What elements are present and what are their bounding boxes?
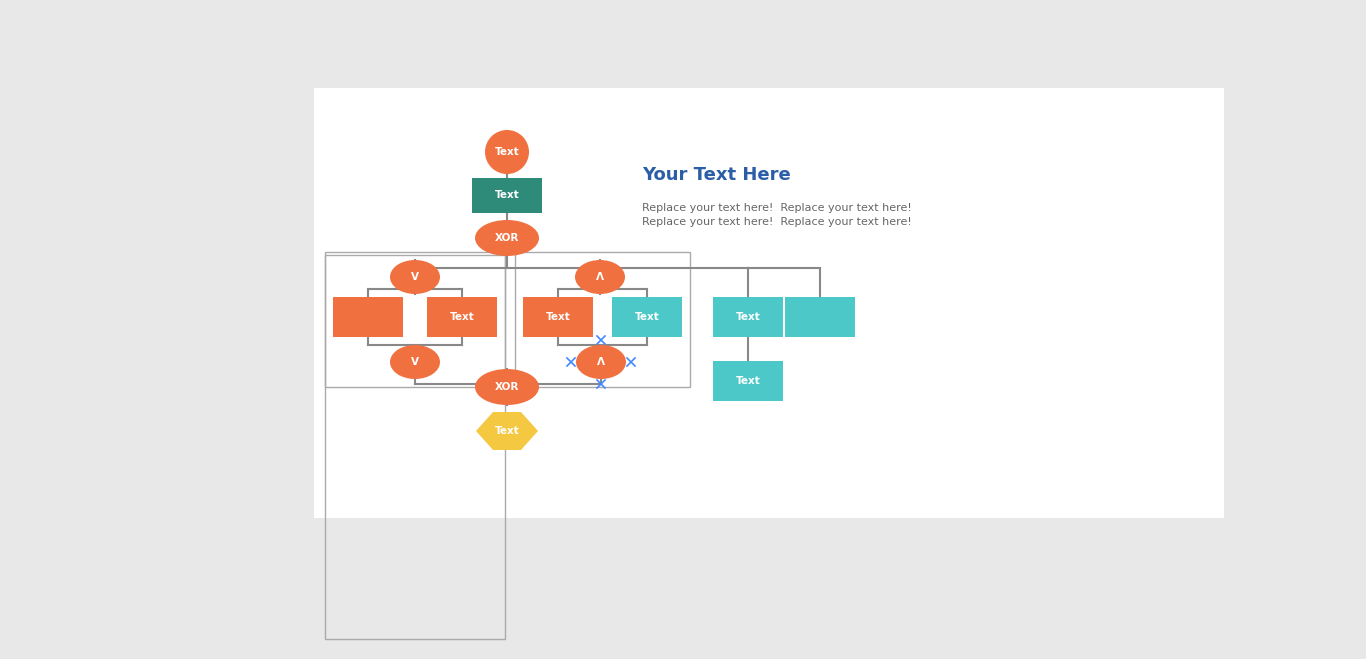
Text: Replace your text here!  Replace your text here!: Replace your text here! Replace your tex… bbox=[642, 217, 911, 227]
Text: Λ: Λ bbox=[596, 272, 604, 282]
Circle shape bbox=[485, 130, 529, 174]
Text: Text: Text bbox=[635, 312, 660, 322]
Polygon shape bbox=[475, 412, 538, 450]
Text: Text: Text bbox=[545, 312, 571, 322]
FancyBboxPatch shape bbox=[612, 297, 682, 337]
Text: Λ: Λ bbox=[597, 357, 605, 367]
FancyBboxPatch shape bbox=[713, 361, 783, 401]
FancyBboxPatch shape bbox=[523, 297, 593, 337]
Ellipse shape bbox=[575, 260, 626, 294]
Text: Text: Text bbox=[494, 190, 519, 200]
Text: Replace your text here!  Replace your text here!: Replace your text here! Replace your tex… bbox=[642, 203, 911, 213]
Ellipse shape bbox=[475, 220, 540, 256]
Text: Text: Text bbox=[494, 426, 519, 436]
Text: Text: Text bbox=[449, 312, 474, 322]
Text: Your Text Here: Your Text Here bbox=[642, 166, 791, 184]
Text: Text: Text bbox=[736, 312, 761, 322]
FancyBboxPatch shape bbox=[713, 297, 783, 337]
Text: Text: Text bbox=[494, 147, 519, 157]
Text: XOR: XOR bbox=[494, 382, 519, 392]
FancyBboxPatch shape bbox=[333, 297, 403, 337]
Text: V: V bbox=[411, 357, 419, 367]
FancyBboxPatch shape bbox=[844, 88, 1224, 518]
Ellipse shape bbox=[475, 369, 540, 405]
Ellipse shape bbox=[576, 345, 626, 379]
FancyBboxPatch shape bbox=[428, 297, 497, 337]
Ellipse shape bbox=[391, 260, 440, 294]
FancyBboxPatch shape bbox=[785, 297, 855, 337]
Text: XOR: XOR bbox=[494, 233, 519, 243]
FancyBboxPatch shape bbox=[314, 88, 844, 518]
Text: V: V bbox=[411, 272, 419, 282]
Text: Text: Text bbox=[736, 376, 761, 386]
FancyBboxPatch shape bbox=[473, 177, 542, 212]
Ellipse shape bbox=[391, 345, 440, 379]
